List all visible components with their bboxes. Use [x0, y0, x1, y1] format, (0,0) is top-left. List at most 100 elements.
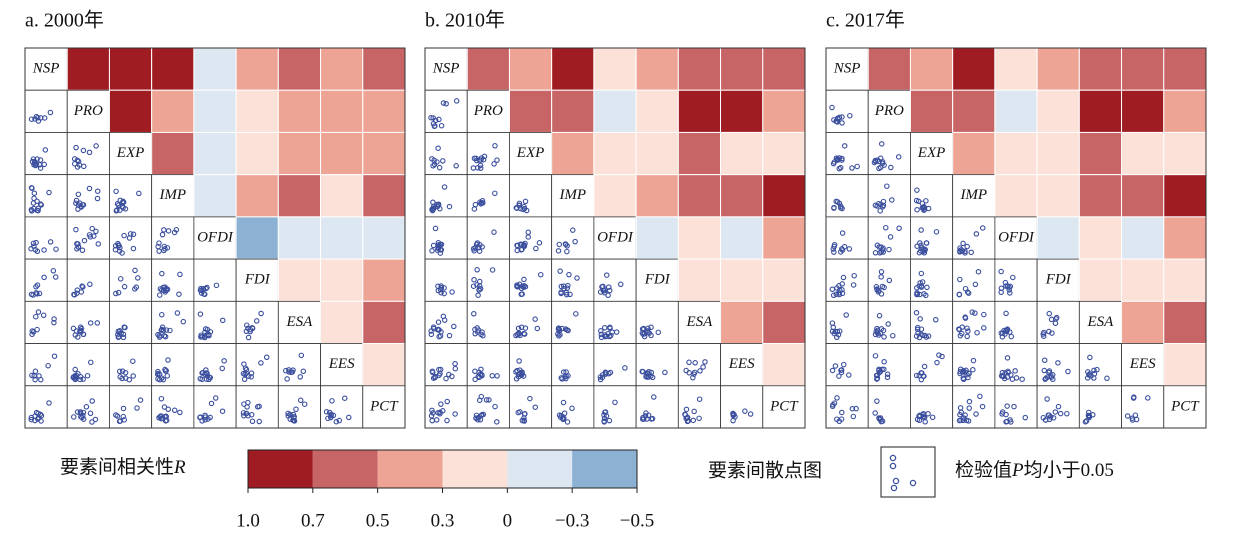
- scatter-dot: [115, 328, 122, 335]
- scatter-dot: [263, 354, 270, 361]
- scatter-dot: [71, 156, 78, 162]
- scatter-dot: [174, 310, 181, 316]
- scatter-glyph: [514, 229, 543, 254]
- correlation-cell: [320, 216, 364, 260]
- scatter-glyph: [873, 269, 893, 297]
- scatter-dot: [494, 419, 500, 425]
- scatter-dot: [213, 282, 220, 289]
- diagonal-cell: [277, 300, 321, 344]
- correlation-cell: [151, 89, 195, 133]
- scatter-dot: [472, 330, 478, 337]
- scatter-dot: [876, 367, 882, 374]
- scatter-dot: [162, 366, 168, 373]
- scatter-glyph: [829, 104, 853, 126]
- correlation-cell: [362, 174, 406, 218]
- scatter-glyph: [872, 183, 895, 214]
- scatter-dot: [560, 399, 567, 406]
- scatter-dot: [479, 412, 485, 418]
- scatter-dot: [80, 284, 86, 290]
- scatter-dot: [1065, 368, 1071, 375]
- scatter-dot: [599, 284, 605, 290]
- scatter-dot: [74, 409, 81, 415]
- scatter-glyph: [830, 143, 860, 172]
- scatter-dot: [886, 277, 893, 284]
- scatter-dot: [839, 120, 845, 126]
- correlation-cell: [635, 131, 679, 176]
- scatter-dot: [428, 114, 434, 121]
- scatter-dot: [472, 368, 478, 375]
- variable-label: NSP: [432, 61, 460, 77]
- diagonal-cell: [1078, 300, 1122, 344]
- scatter-dot: [34, 282, 41, 288]
- scatter-dot: [572, 238, 578, 245]
- scatter-cell: [1121, 385, 1165, 429]
- scatter-dot: [849, 405, 856, 412]
- scatter-dot: [607, 324, 613, 331]
- scatter-dot: [1043, 375, 1049, 382]
- scatter-dot: [428, 328, 434, 334]
- scatter-dot: [89, 398, 95, 404]
- diagonal-cell: [109, 132, 153, 176]
- scatter-cell: [551, 258, 595, 302]
- scatter-dot: [881, 334, 887, 340]
- scatter-dot: [564, 419, 571, 425]
- scatter-dot: [873, 372, 880, 379]
- correlation-cell: [1078, 47, 1123, 91]
- scatter-dot: [158, 327, 165, 333]
- scatter-glyph: [1041, 357, 1071, 383]
- scatter-cell: [867, 385, 911, 429]
- scatter-dot: [122, 206, 129, 212]
- scatter-glyph: [28, 109, 54, 124]
- scatter-dot: [157, 286, 164, 292]
- scatter-dot: [121, 324, 127, 330]
- scatter-dot: [913, 197, 920, 204]
- scatter-dot: [999, 334, 1006, 340]
- scatter-dot: [120, 413, 126, 420]
- scatter-dot: [964, 289, 971, 295]
- scatter-dot: [120, 405, 127, 412]
- scatter-dot: [519, 371, 525, 377]
- scatter-dot: [300, 368, 307, 375]
- scatter-dot: [648, 324, 654, 331]
- diagonal-cell: [994, 216, 1038, 260]
- scatter-dot: [438, 289, 444, 296]
- scatter-dot: [121, 232, 127, 239]
- scatter-dot: [522, 198, 529, 205]
- scatter-glyph: [73, 225, 102, 253]
- scatter-dot: [130, 358, 136, 364]
- correlation-cell: [635, 174, 679, 218]
- scatter-dot: [475, 327, 482, 333]
- scatter-glyph: [1040, 396, 1070, 423]
- scatter-dot: [1012, 368, 1018, 374]
- scatter-dot: [916, 413, 922, 420]
- scatter-dot: [433, 417, 440, 423]
- scatter-dot: [876, 287, 882, 294]
- scatter-glyph: [513, 358, 527, 382]
- scatter-dot: [436, 372, 442, 378]
- correlation-cell: [508, 89, 553, 133]
- scatter-dot: [293, 406, 299, 413]
- scatter-glyph: [956, 393, 986, 424]
- scatter-dot: [474, 282, 480, 288]
- scatter-dot: [119, 199, 126, 206]
- scatter-glyph: [555, 311, 579, 339]
- scatter-glyph: [871, 141, 902, 172]
- correlation-cell: [635, 89, 679, 133]
- correlation-cell: [720, 174, 764, 218]
- correlation-cell: [108, 89, 153, 133]
- scatter-dot: [970, 357, 977, 364]
- scatter-glyph: [639, 324, 662, 340]
- scatter-dot: [75, 191, 82, 198]
- scatter-cell: [109, 258, 153, 302]
- scatter-cell: [910, 343, 954, 387]
- scatter-glyph: [115, 324, 128, 341]
- scatter-dot: [939, 353, 945, 360]
- variable-label: EES: [328, 356, 355, 372]
- colorbar-tick-label: 0.3: [431, 510, 455, 531]
- scatter-dot: [155, 370, 161, 377]
- correlation-cell: [720, 131, 764, 176]
- scatter-glyph: [829, 312, 849, 341]
- correlation-cell: [362, 343, 406, 387]
- scatter-dot: [1008, 419, 1014, 425]
- scatter-dot: [836, 328, 843, 334]
